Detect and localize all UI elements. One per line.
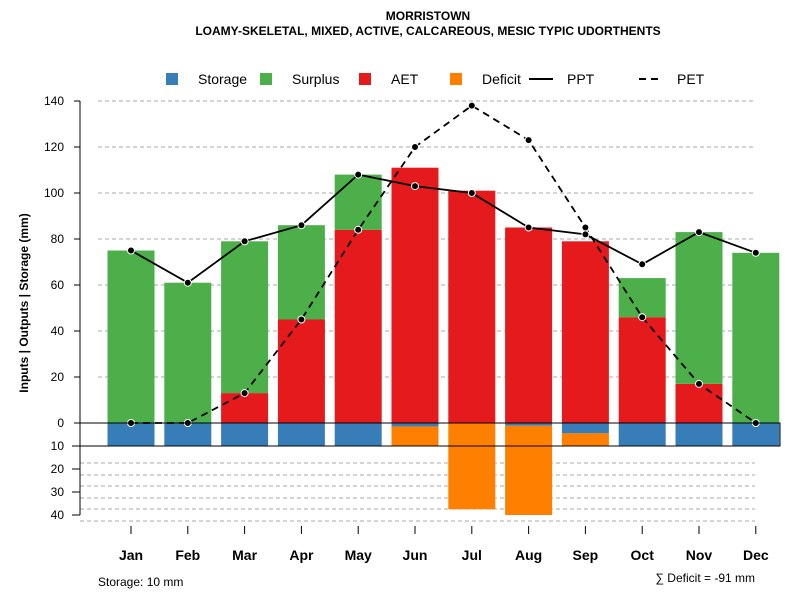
legend-label: Surplus — [292, 71, 339, 87]
storage-bar — [618, 423, 666, 446]
pet-point — [638, 313, 647, 322]
pet-line — [131, 104, 757, 424]
surplus-bar — [675, 232, 723, 384]
ppt-point — [751, 248, 760, 257]
ppt-point — [695, 228, 703, 237]
x-tick-label: Nov — [686, 547, 713, 563]
x-tick-label: Jul — [462, 547, 482, 563]
surplus-bar — [107, 250, 155, 423]
storage-bar — [391, 423, 439, 427]
legend-swatch — [166, 73, 178, 85]
x-tick-label: Oct — [631, 547, 655, 563]
storage-bar — [277, 423, 325, 446]
legend-label: PET — [677, 71, 705, 87]
aet-bar — [277, 319, 325, 423]
y-tick-label: 60 — [51, 278, 65, 292]
ppt-point — [638, 260, 647, 269]
lower-tick-label: 20 — [51, 462, 65, 476]
surplus-bar — [732, 252, 780, 423]
ppt-point — [354, 170, 363, 179]
deficit-bar — [391, 426, 439, 446]
pet-point — [581, 223, 590, 232]
ppt-point — [467, 189, 476, 197]
ppt-point — [127, 246, 135, 255]
storage-bar — [732, 423, 780, 446]
y-tick-label: 100 — [44, 186, 64, 200]
y-axis-label: Inputs | Outputs | Storage (mm) — [17, 213, 31, 392]
surplus-bar — [277, 225, 325, 320]
storage-bar — [675, 423, 723, 446]
lower-tick-label: 30 — [51, 485, 65, 499]
pet-point — [240, 389, 249, 398]
storage-bar — [561, 423, 609, 434]
deficit-bar — [448, 423, 496, 510]
aet-bar — [618, 317, 666, 423]
surplus-bar — [618, 278, 666, 318]
x-tick-label: May — [345, 547, 372, 563]
storage-bar — [221, 423, 269, 446]
legend-label: PPT — [567, 71, 595, 87]
ppt-point — [297, 221, 306, 230]
storage-footer: Storage: 10 mm — [98, 575, 183, 589]
ppt-point — [524, 223, 533, 232]
lower-tick-label: 40 — [51, 508, 65, 522]
chart-subtitle: LOAMY-SKELETAL, MIXED, ACTIVE, CALCAREOU… — [195, 24, 660, 38]
aet-bar — [561, 241, 609, 423]
x-tick-label: Feb — [175, 547, 200, 563]
legend-label: Storage — [198, 71, 247, 87]
ppt-point — [240, 237, 249, 246]
legend: Storage Surplus AET Deficit PPT PET — [166, 71, 705, 87]
aet-bar — [675, 383, 723, 423]
y-tick-label: 140 — [44, 94, 64, 108]
y-tick-label: 80 — [51, 232, 65, 246]
deficit-bar — [505, 425, 553, 515]
deficit-footer: ∑ Deficit = -91 mm — [655, 571, 755, 585]
ppt-point — [581, 230, 590, 239]
aet-bar — [334, 229, 382, 423]
ppt-point — [411, 182, 419, 191]
pet-point — [467, 101, 476, 110]
y-tick-label: 40 — [51, 324, 65, 338]
lower-tick-label: 10 — [51, 439, 65, 453]
aet-bar — [505, 227, 553, 423]
surplus-bar — [221, 241, 269, 394]
x-tick-label: Aug — [515, 547, 542, 563]
x-tick-label: Jan — [119, 547, 143, 563]
deficit-bar — [561, 433, 609, 446]
legend-label: AET — [391, 71, 419, 87]
pet-point — [354, 225, 363, 234]
ppt-line — [130, 173, 757, 284]
axes: 0 20 40 60 80 100 120 140 10 20 30 40 Jan Feb Mar Apr Ma… — [44, 94, 781, 563]
bars — [107, 167, 780, 515]
series-lines — [127, 101, 760, 427]
storage-bar — [164, 423, 212, 446]
ppt-point — [183, 278, 192, 287]
aet-bar — [448, 190, 496, 423]
storage-bar — [107, 423, 155, 446]
x-tick-label: Dec — [743, 547, 769, 563]
x-tick-label: Jun — [403, 547, 428, 563]
y-tick-label: 0 — [57, 416, 64, 430]
storage-bar — [334, 423, 382, 446]
pet-point — [411, 143, 419, 151]
x-tick-label: Apr — [289, 547, 314, 563]
legend-swatch — [450, 73, 462, 85]
pet-point — [297, 315, 306, 324]
surplus-bar — [164, 282, 212, 423]
legend-swatch — [359, 73, 371, 85]
aet-bar — [221, 393, 269, 423]
pet-point — [695, 379, 703, 388]
pet-point — [524, 136, 533, 145]
storage-bar — [505, 423, 553, 426]
chart-title: MORRISTOWN — [386, 9, 470, 23]
legend-label: Deficit — [482, 71, 521, 87]
aet-bar — [391, 167, 439, 423]
surplus-bar — [334, 174, 382, 230]
x-tick-label: Mar — [232, 547, 257, 563]
x-tick-label: Sep — [573, 547, 599, 563]
y-tick-label: 120 — [44, 140, 64, 154]
legend-swatch — [260, 73, 272, 85]
y-tick-label: 20 — [51, 370, 65, 384]
